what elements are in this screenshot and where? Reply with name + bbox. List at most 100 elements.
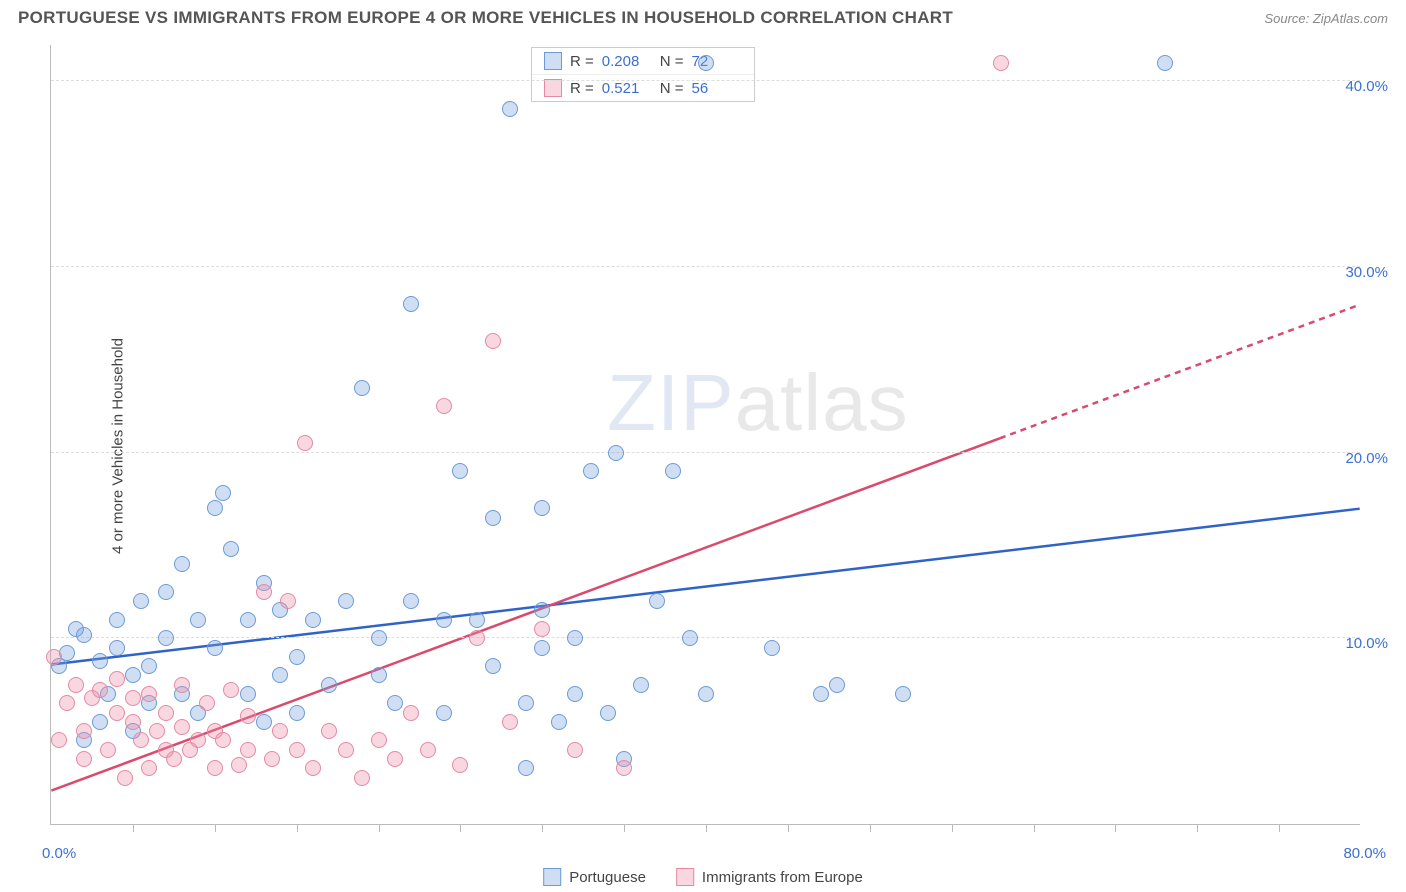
data-point bbox=[534, 640, 550, 656]
legend-item: Immigrants from Europe bbox=[676, 868, 863, 886]
y-tick-label: 40.0% bbox=[1345, 78, 1388, 95]
data-point bbox=[76, 723, 92, 739]
x-axis-max: 80.0% bbox=[1343, 845, 1386, 862]
data-point bbox=[149, 723, 165, 739]
data-point bbox=[551, 714, 567, 730]
gridline bbox=[51, 637, 1360, 638]
data-point bbox=[305, 760, 321, 776]
scatter-chart: ZIPatlas R =0.208N =72R =0.521N =56 bbox=[50, 45, 1360, 825]
data-point bbox=[158, 705, 174, 721]
data-point bbox=[190, 612, 206, 628]
data-point bbox=[698, 686, 714, 702]
data-point bbox=[256, 584, 272, 600]
data-point bbox=[289, 742, 305, 758]
data-point bbox=[100, 742, 116, 758]
data-point bbox=[297, 435, 313, 451]
x-tick bbox=[379, 824, 380, 832]
legend-label: Immigrants from Europe bbox=[702, 869, 863, 886]
data-point bbox=[649, 593, 665, 609]
data-point bbox=[166, 751, 182, 767]
data-point bbox=[387, 695, 403, 711]
x-tick bbox=[706, 824, 707, 832]
data-point bbox=[321, 677, 337, 693]
data-point bbox=[272, 667, 288, 683]
correlation-legend: R =0.208N =72R =0.521N =56 bbox=[531, 47, 755, 102]
correlation-row: R =0.208N =72 bbox=[532, 48, 754, 74]
data-point bbox=[354, 770, 370, 786]
data-point bbox=[469, 630, 485, 646]
data-point bbox=[420, 742, 436, 758]
x-tick bbox=[624, 824, 625, 832]
gridline bbox=[51, 452, 1360, 453]
data-point bbox=[240, 742, 256, 758]
data-point bbox=[567, 742, 583, 758]
data-point bbox=[665, 463, 681, 479]
data-point bbox=[338, 742, 354, 758]
legend-item: Portuguese bbox=[543, 868, 646, 886]
data-point bbox=[682, 630, 698, 646]
data-point bbox=[698, 55, 714, 71]
data-point bbox=[125, 714, 141, 730]
data-point bbox=[338, 593, 354, 609]
data-point bbox=[534, 602, 550, 618]
data-point bbox=[321, 723, 337, 739]
x-axis-origin: 0.0% bbox=[42, 845, 76, 862]
data-point bbox=[141, 760, 157, 776]
data-point bbox=[240, 612, 256, 628]
data-point bbox=[305, 612, 321, 628]
data-point bbox=[354, 380, 370, 396]
data-point bbox=[452, 757, 468, 773]
data-point bbox=[993, 55, 1009, 71]
x-tick bbox=[542, 824, 543, 832]
data-point bbox=[436, 705, 452, 721]
r-label: R = bbox=[570, 53, 594, 70]
n-label: N = bbox=[660, 53, 684, 70]
x-tick bbox=[460, 824, 461, 832]
r-value: 0.208 bbox=[602, 53, 652, 70]
data-point bbox=[403, 705, 419, 721]
legend-swatch bbox=[544, 52, 562, 70]
data-point bbox=[616, 760, 632, 776]
data-point bbox=[158, 584, 174, 600]
data-point bbox=[46, 649, 62, 665]
data-point bbox=[895, 686, 911, 702]
data-point bbox=[109, 612, 125, 628]
data-point bbox=[133, 593, 149, 609]
data-point bbox=[117, 770, 133, 786]
data-point bbox=[223, 682, 239, 698]
data-point bbox=[371, 667, 387, 683]
data-point bbox=[469, 612, 485, 628]
data-point bbox=[600, 705, 616, 721]
x-tick bbox=[297, 824, 298, 832]
data-point bbox=[231, 757, 247, 773]
data-point bbox=[485, 510, 501, 526]
data-point bbox=[59, 695, 75, 711]
data-point bbox=[215, 485, 231, 501]
data-point bbox=[485, 333, 501, 349]
trend-lines bbox=[51, 45, 1360, 824]
data-point bbox=[141, 658, 157, 674]
data-point bbox=[403, 593, 419, 609]
data-point bbox=[109, 671, 125, 687]
series-legend: Portuguese Immigrants from Europe bbox=[543, 868, 863, 886]
data-point bbox=[256, 714, 272, 730]
r-value: 0.521 bbox=[602, 80, 652, 97]
gridline bbox=[51, 266, 1360, 267]
data-point bbox=[141, 686, 157, 702]
x-tick bbox=[952, 824, 953, 832]
data-point bbox=[199, 695, 215, 711]
r-label: R = bbox=[570, 80, 594, 97]
legend-swatch bbox=[676, 868, 694, 886]
data-point bbox=[174, 556, 190, 572]
data-point bbox=[518, 760, 534, 776]
data-point bbox=[240, 708, 256, 724]
data-point bbox=[207, 760, 223, 776]
data-point bbox=[403, 296, 419, 312]
data-point bbox=[92, 653, 108, 669]
data-point bbox=[68, 677, 84, 693]
data-point bbox=[371, 732, 387, 748]
data-point bbox=[240, 686, 256, 702]
watermark: ZIPatlas bbox=[607, 357, 908, 449]
data-point bbox=[1157, 55, 1173, 71]
x-tick bbox=[1034, 824, 1035, 832]
